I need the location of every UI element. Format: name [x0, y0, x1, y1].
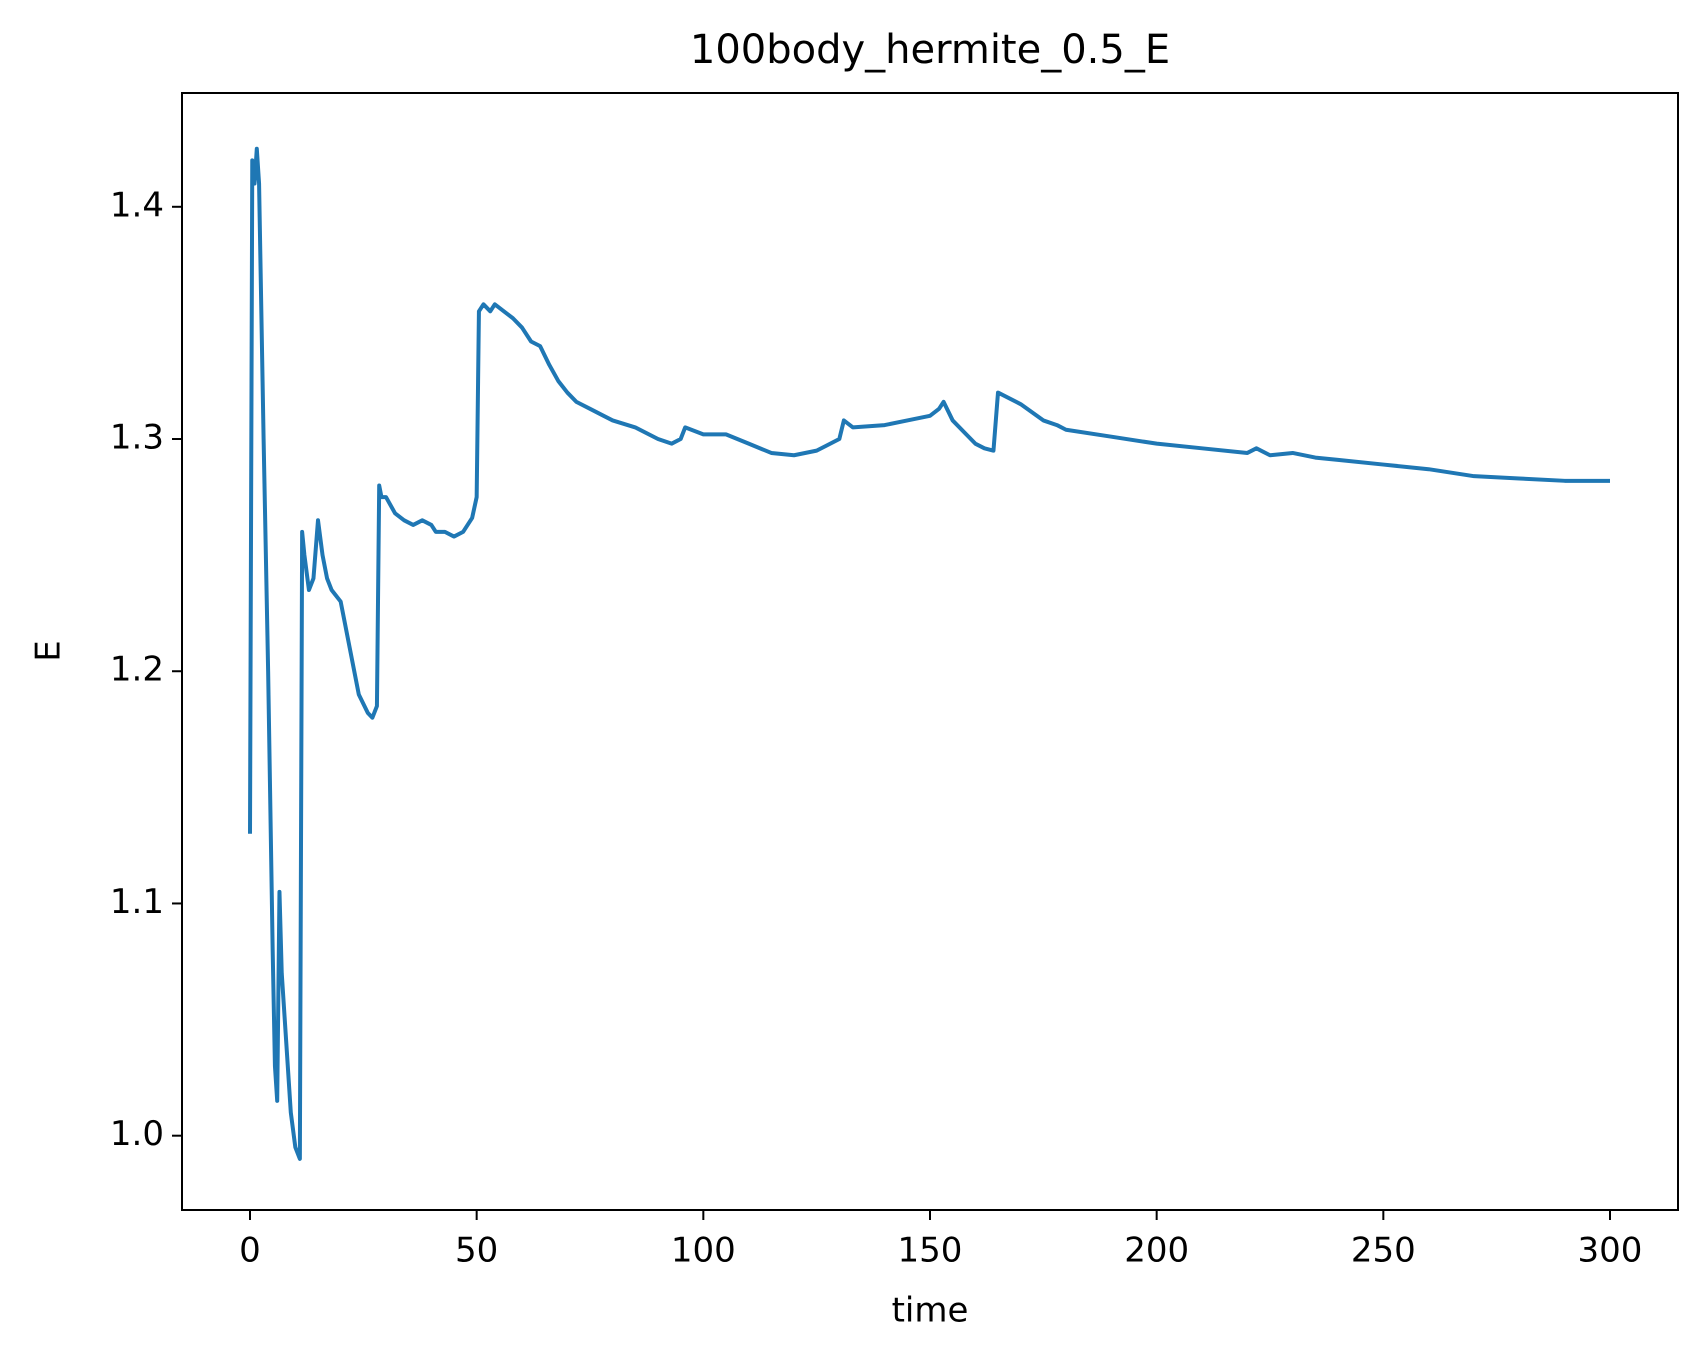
- x-tick-label: 0: [239, 1231, 261, 1271]
- y-tick-label: 1.1: [110, 882, 164, 922]
- chart-title: 100body_hermite_0.5_E: [690, 27, 1170, 73]
- x-tick-label: 50: [455, 1231, 498, 1271]
- data-line: [248, 146, 1610, 1161]
- x-tick-label: 200: [1124, 1231, 1189, 1271]
- x-axis-label: time: [892, 1291, 969, 1331]
- y-tick-label: 1.4: [110, 185, 164, 225]
- y-tick-label: 1.2: [110, 650, 164, 690]
- x-tick-label: 250: [1351, 1231, 1416, 1271]
- y-axis-label: E: [29, 640, 69, 661]
- y-tick-label: 1.3: [110, 418, 164, 458]
- x-tick-label: 100: [671, 1231, 736, 1271]
- x-tick-label: 150: [898, 1231, 963, 1271]
- plot-frame: [181, 92, 1679, 1211]
- y-tick-label: 1.0: [110, 1114, 164, 1154]
- x-tick-label: 300: [1578, 1231, 1643, 1271]
